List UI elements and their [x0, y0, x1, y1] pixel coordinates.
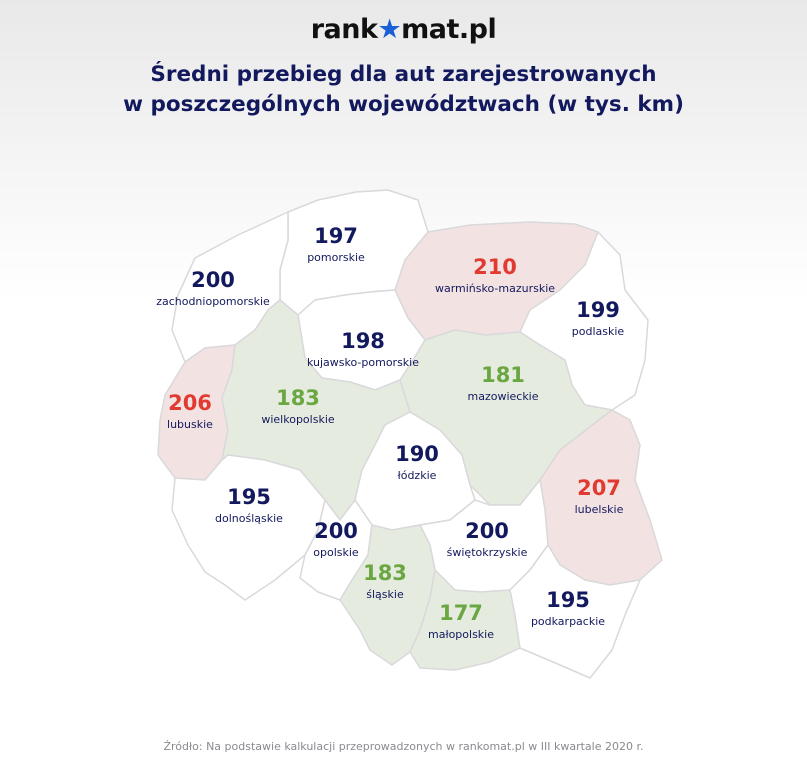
label-warminsko-mazurskie: 210 warmińsko-mazurskie: [415, 255, 575, 296]
value-lubuskie: 206: [168, 391, 212, 415]
name-pomorskie: pomorskie: [307, 251, 365, 264]
label-wielkopolskie: 183 wielkopolskie: [218, 386, 378, 427]
page-title: Średni przebieg dla aut zarejestrowanych…: [0, 60, 807, 120]
value-podlaskie: 199: [576, 298, 620, 322]
value-malopolskie: 177: [439, 601, 483, 625]
value-dolnoslaskie: 195: [227, 485, 271, 509]
value-slaskie: 183: [363, 561, 407, 585]
source-footnote: Źródło: Na podstawie kalkulacji przeprow…: [163, 740, 644, 753]
name-podlaskie: podlaskie: [571, 325, 625, 338]
value-pomorskie: 197: [314, 224, 358, 248]
label-malopolskie: 177 małopolskie: [381, 601, 541, 642]
name-wielkopolskie: wielkopolskie: [261, 413, 335, 426]
star-icon: ★: [377, 14, 402, 45]
name-malopolskie: małopolskie: [427, 628, 494, 641]
value-swietokrzyskie: 200: [465, 519, 509, 543]
label-pomorskie: 197 pomorskie: [256, 224, 416, 265]
value-mazowieckie: 181: [481, 363, 525, 387]
title-line-1: Średni przebieg dla aut zarejestrowanych: [150, 62, 657, 87]
label-slaskie: 183 śląskie: [305, 561, 465, 602]
name-dolnoslaskie: dolnośląskie: [215, 512, 283, 525]
name-opolskie: opolskie: [313, 546, 359, 559]
label-lodzkie: 190 łódzkie: [337, 442, 497, 483]
name-lubuskie: lubuskie: [167, 418, 213, 431]
rankomat-logo: rank★mat.pl: [310, 14, 497, 45]
label-podlaskie: 199 podlaskie: [518, 298, 678, 339]
label-opolskie: 200 opolskie: [256, 519, 416, 560]
region-podkarpackie[interactable]: [509, 544, 641, 679]
name-slaskie: śląskie: [366, 588, 404, 601]
name-warminsko-mazurskie: warmińsko-mazurskie: [434, 282, 556, 295]
label-kujawsko-pomorskie: 198 kujawsko-pomorskie: [283, 329, 443, 370]
label-zachodniopomorskie: 200 zachodniopomorskie: [133, 268, 293, 309]
name-kujawsko-pomorskie: kujawsko-pomorskie: [306, 356, 419, 369]
value-zachodniopomorskie: 200: [191, 268, 235, 292]
label-podkarpackie: 195 podkarpackie: [488, 588, 648, 629]
value-lubelskie: 207: [577, 476, 621, 500]
value-kujawsko-pomorskie: 198: [341, 329, 385, 353]
name-swietokrzyskie: świętokrzyskie: [446, 546, 528, 559]
value-lodzkie: 190: [395, 442, 439, 466]
value-podkarpackie: 195: [546, 588, 590, 612]
value-warminsko-mazurskie: 210: [473, 255, 517, 279]
name-lubelskie: lubelskie: [574, 503, 624, 516]
label-dolnoslaskie: 195 dolnośląskie: [169, 485, 329, 526]
value-opolskie: 200: [314, 519, 358, 543]
title-line-2: w poszczególnych województwach (w tys. k…: [123, 92, 684, 117]
value-wielkopolskie: 183: [276, 386, 320, 410]
label-lubuskie: 206 lubuskie: [110, 391, 270, 432]
name-podkarpackie: podkarpackie: [530, 615, 606, 628]
name-mazowieckie: mazowieckie: [467, 390, 539, 403]
name-lodzkie: łódzkie: [397, 469, 437, 482]
label-swietokrzyskie: 200 świętokrzyskie: [407, 519, 567, 560]
name-zachodniopomorskie: zachodniopomorskie: [156, 295, 270, 308]
label-lubelskie: 207 lubelskie: [519, 476, 679, 517]
label-mazowieckie: 181 mazowieckie: [423, 363, 583, 404]
